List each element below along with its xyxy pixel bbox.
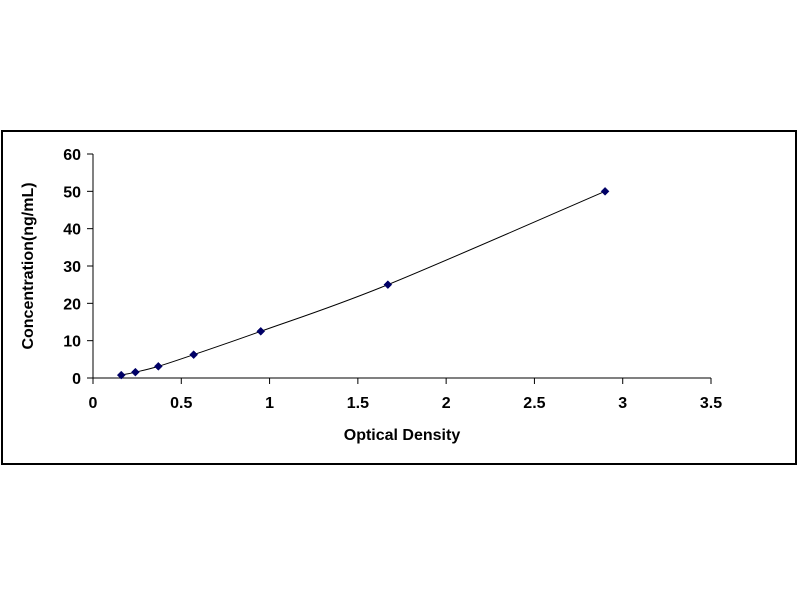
y-tick-label: 20 <box>63 296 81 313</box>
y-axis-ticks: 0 10 20 30 40 50 60 <box>63 147 93 388</box>
y-axis-title: Concentration(ng/mL) <box>20 182 37 349</box>
x-tick-label: 3 <box>618 395 627 412</box>
data-point <box>189 350 198 360</box>
x-tick-label: 2.5 <box>523 395 545 412</box>
y-tick-label: 0 <box>72 371 81 388</box>
y-tick-label: 10 <box>63 334 81 351</box>
data-point <box>383 280 393 290</box>
chart-frame: 0 0.5 1 1.5 2 2.5 3 3.5 0 10 20 30 40 50 60 Optical D… <box>1 130 797 465</box>
x-axis-ticks: 0 0.5 1 1.5 2 2.5 3 3.5 <box>89 378 722 412</box>
x-tick-label: 1.5 <box>347 395 369 412</box>
x-tick-label: 0 <box>89 395 98 412</box>
x-tick-label: 2 <box>442 395 451 412</box>
trend-line <box>121 190 606 376</box>
x-tick-label: 1 <box>265 395 274 412</box>
data-point <box>256 326 266 336</box>
data-point <box>116 370 126 380</box>
y-tick-label: 30 <box>63 259 81 276</box>
x-tick-label: 0.5 <box>170 395 192 412</box>
x-axis-title: Optical Density <box>344 427 461 444</box>
x-tick-label: 3.5 <box>700 395 722 412</box>
data-point <box>153 361 163 371</box>
y-tick-label: 60 <box>63 147 81 164</box>
data-point <box>131 367 140 377</box>
data-points <box>116 186 610 380</box>
y-tick-label: 50 <box>63 184 81 201</box>
y-tick-label: 40 <box>63 222 81 239</box>
data-point <box>600 186 610 196</box>
axes <box>92 154 711 379</box>
chart-svg: 0 0.5 1 1.5 2 2.5 3 3.5 0 10 20 30 40 50 60 Optical D… <box>20 147 722 444</box>
